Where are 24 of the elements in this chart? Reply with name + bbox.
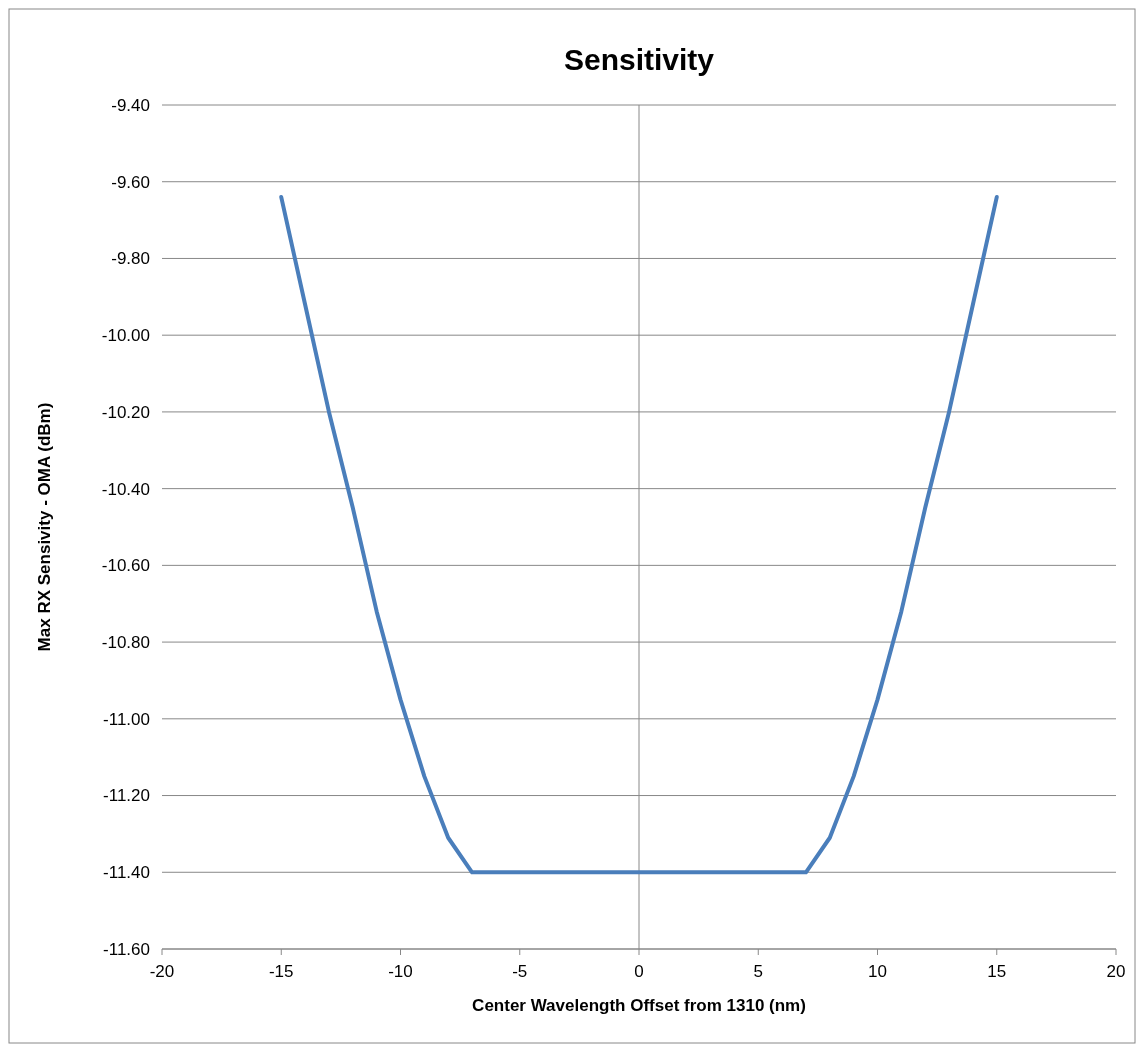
x-tick-label: 5 [753, 962, 763, 981]
x-tick-label: 0 [634, 962, 644, 981]
x-tick-label: -10 [388, 962, 413, 981]
y-tick-label: -10.80 [101, 633, 150, 653]
y-tick-label: -11.00 [103, 709, 150, 729]
y-tick-label: -10.20 [101, 402, 150, 422]
y-tick-label: -9.60 [111, 172, 150, 192]
y-tick-label: -11.20 [103, 786, 150, 806]
chart-title: Sensitivity [563, 43, 715, 76]
y-tick-label: -10.40 [101, 479, 150, 499]
x-tick-label: -20 [149, 962, 175, 981]
x-tick-label: 10 [868, 962, 887, 981]
x-axis-title: Center Wavelength Offset from 1310 (nm) [472, 996, 806, 1015]
x-tick-label: -15 [268, 962, 294, 981]
y-axis-title: Max RX Sensivity - OMA (dBm) [35, 402, 54, 652]
y-tick-label: -10.00 [101, 326, 150, 346]
y-tick-label: -9.40 [111, 95, 150, 115]
y-tick-label: -11.40 [103, 863, 150, 883]
y-tick-label: -11.60 [103, 939, 150, 959]
x-tick-label: 15 [987, 962, 1007, 981]
y-tick-label: -9.80 [111, 249, 150, 269]
x-tick-label: 20 [1106, 962, 1126, 981]
x-tick-label: -5 [512, 962, 528, 981]
y-tick-label: -10.60 [101, 556, 150, 576]
